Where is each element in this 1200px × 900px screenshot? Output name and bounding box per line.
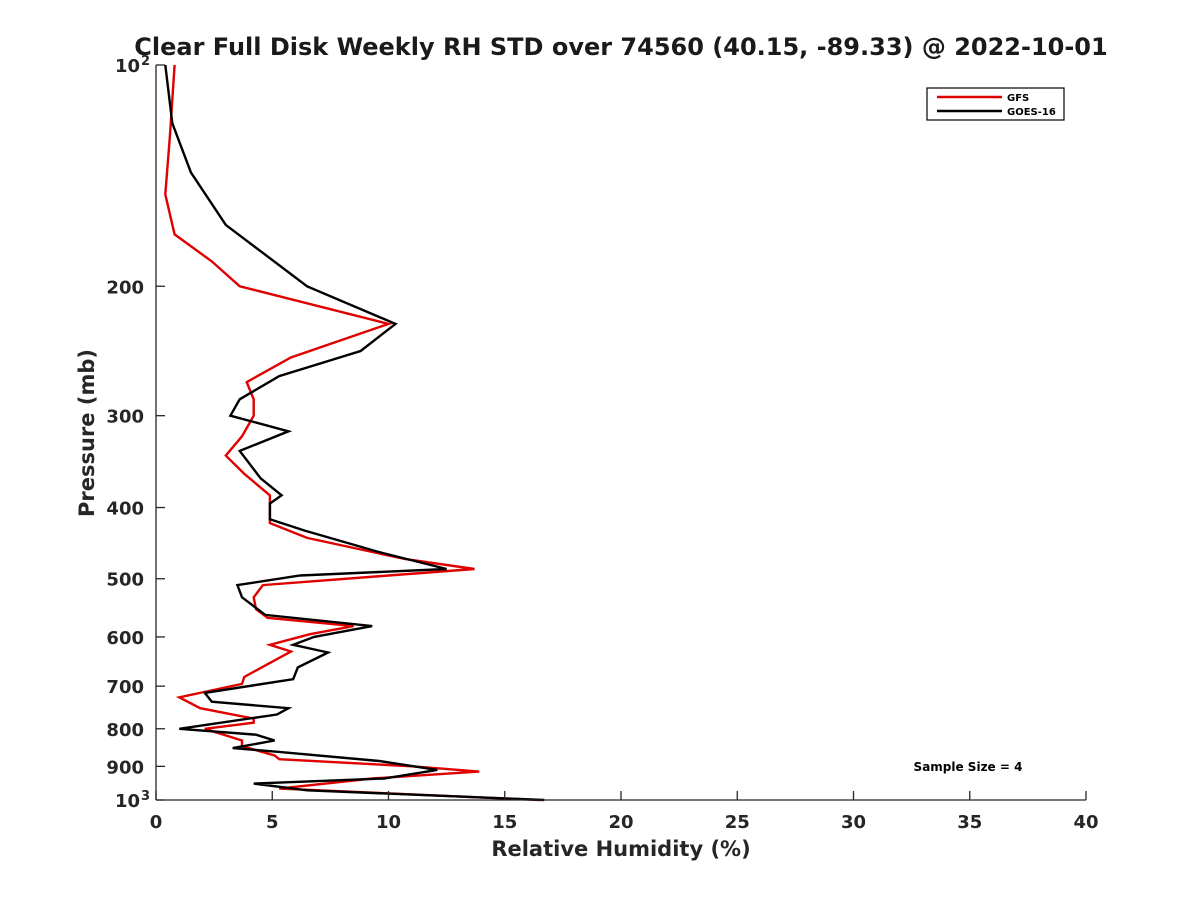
- sample-size-annotation: Sample Size = 4: [914, 760, 1023, 774]
- y-tick-label-exponent: 2: [141, 54, 150, 69]
- chart-title: Clear Full Disk Weekly RH STD over 74560…: [134, 33, 1107, 61]
- x-tick-label: 5: [266, 812, 279, 833]
- y-tick-label: 700: [106, 677, 144, 698]
- x-tick-label: 30: [841, 812, 866, 833]
- y-tick-label: 10: [115, 56, 140, 77]
- y-tick-label: 10: [115, 791, 140, 812]
- y-tick-label: 300: [106, 407, 144, 428]
- plot-area: [156, 65, 1086, 800]
- x-tick-label: 35: [957, 812, 982, 833]
- x-tick-label: 20: [608, 812, 633, 833]
- y-axis-label: Pressure (mb): [75, 349, 99, 517]
- y-tick-label: 200: [106, 277, 144, 298]
- y-tick-label: 600: [106, 628, 144, 649]
- series-line-goes16: [164, 64, 545, 802]
- y-tick-label: 400: [106, 499, 144, 520]
- x-tick-label: 10: [376, 812, 401, 833]
- y-tick-label: 500: [106, 570, 144, 591]
- y-tick-label: 800: [106, 720, 144, 741]
- x-tick-label: 40: [1073, 812, 1098, 833]
- legend: GFS GOES-16: [926, 87, 1065, 121]
- legend-label-gfs: GFS: [1007, 93, 1029, 104]
- x-tick-label: 0: [150, 812, 163, 833]
- x-tick-label: 15: [492, 812, 517, 833]
- legend-box: [926, 87, 1065, 121]
- y-tick-label: 900: [106, 757, 144, 778]
- legend-label-goes16: GOES-16: [1007, 107, 1056, 118]
- y-tick-label-exponent: 3: [141, 789, 150, 804]
- x-axis-label: Relative Humidity (%): [491, 837, 750, 861]
- series-line-gfs: [164, 64, 540, 802]
- series-layer: [164, 64, 545, 802]
- x-tick-label: 25: [725, 812, 750, 833]
